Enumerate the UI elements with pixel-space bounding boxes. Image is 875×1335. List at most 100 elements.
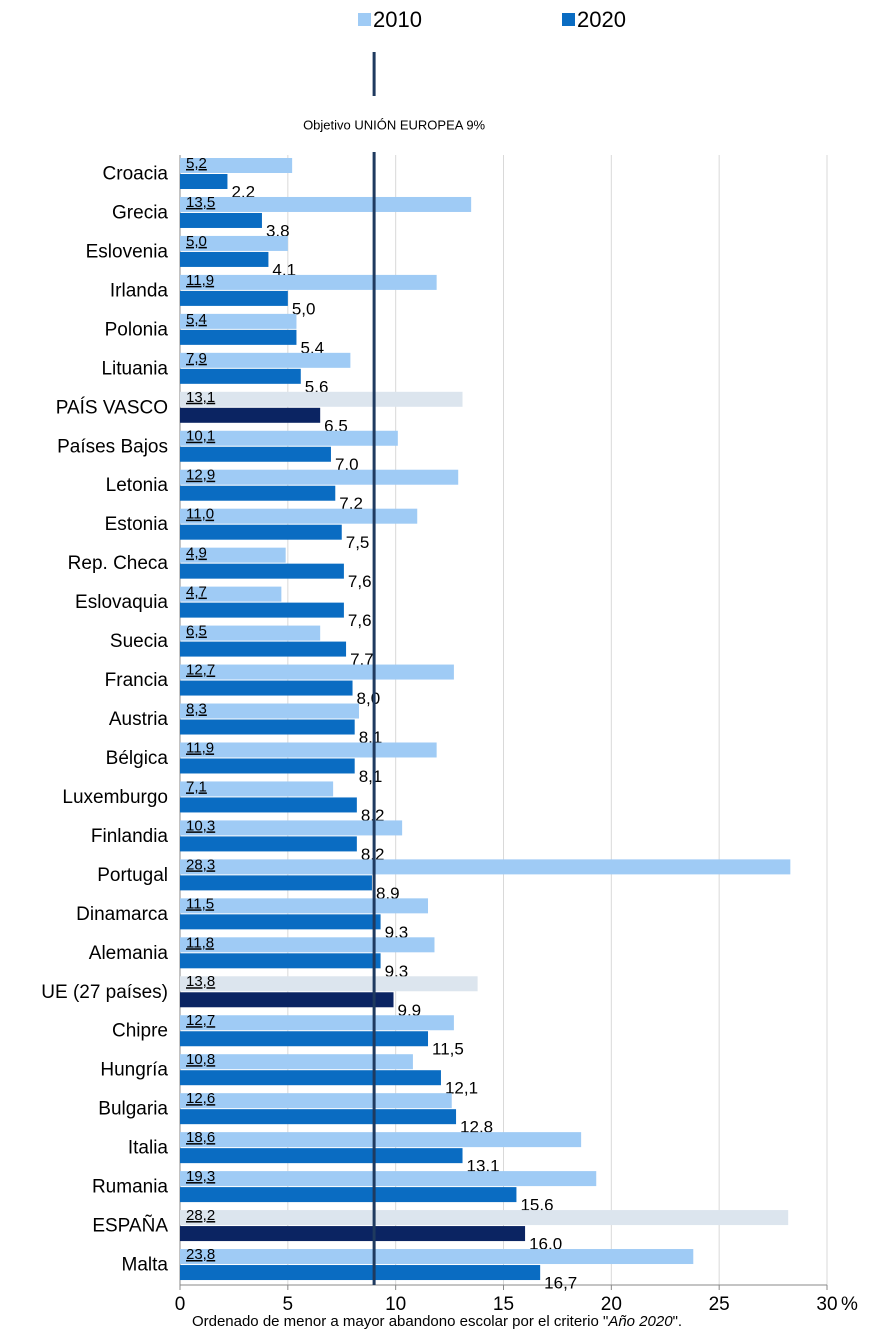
bar: [180, 352, 351, 368]
legend-label: 2010: [373, 7, 422, 32]
bar: [180, 368, 301, 384]
bar: [180, 586, 282, 602]
value-label: 5,0: [186, 233, 207, 250]
y-tick-label: Suecia: [110, 631, 169, 652]
value-label: 3,8: [266, 221, 290, 240]
value-label: 5,6: [305, 377, 329, 396]
bar: [180, 758, 355, 774]
bar: [180, 914, 381, 930]
value-label: 5,2: [186, 155, 207, 172]
footnote: Ordenado de menor a mayor abandono escol…: [192, 1313, 682, 1330]
bar: [180, 820, 403, 836]
value-label: 6,5: [324, 416, 348, 435]
value-label: 19,3: [186, 1168, 215, 1185]
x-tick-label: 10: [385, 1294, 406, 1315]
bar: [180, 1132, 582, 1148]
x-tick-label: 5: [283, 1294, 294, 1315]
bar: [180, 290, 288, 306]
bar: [180, 898, 429, 914]
bar: [180, 274, 437, 290]
y-tick-label: Finlandia: [91, 826, 169, 847]
bar: [180, 602, 344, 618]
y-tick-label: Italia: [128, 1138, 169, 1159]
value-label: 12,1: [445, 1079, 478, 1098]
y-tick-label: Malta: [122, 1255, 169, 1276]
value-label: 7,6: [348, 572, 372, 591]
value-label: 10,8: [186, 1051, 215, 1068]
bar: [180, 742, 437, 758]
value-label: 13,8: [186, 973, 215, 990]
y-tick-label: Austria: [109, 709, 169, 730]
value-label: 8,9: [376, 884, 400, 903]
bar: [180, 508, 418, 524]
value-label: 4,9: [186, 545, 207, 562]
value-label: 8,1: [359, 767, 383, 786]
y-tick-label: Portugal: [97, 865, 168, 886]
value-label: 4,7: [186, 584, 207, 601]
value-label: 8,3: [186, 700, 207, 717]
value-label: 6,5: [186, 623, 207, 640]
reference-label: Objetivo UNIÓN EUROPEA 9%: [303, 117, 485, 132]
value-label: 13,1: [186, 389, 215, 406]
value-label: 9,3: [385, 962, 409, 981]
y-tick-label: Chipre: [112, 1021, 168, 1042]
y-tick-label: Lituania: [101, 358, 168, 379]
bar: [180, 625, 321, 641]
value-label: 5,4: [186, 311, 207, 328]
value-label: 15,6: [520, 1196, 553, 1215]
value-label: 11,5: [432, 1040, 464, 1059]
value-label: 7,7: [350, 650, 374, 669]
bar: [180, 992, 394, 1008]
value-label: 11,9: [186, 272, 214, 289]
value-label: 5,0: [292, 299, 316, 318]
bar: [180, 1249, 694, 1265]
x-tick-label: 30: [816, 1294, 837, 1315]
bar: [180, 547, 286, 563]
footnote-part: Ordenado de menor a mayor abandono escol…: [192, 1313, 608, 1330]
bar: [180, 313, 297, 329]
bar: [180, 719, 355, 735]
value-label: 7,6: [348, 611, 372, 630]
value-label: 11,8: [186, 934, 214, 951]
x-tick-label: 15: [493, 1294, 514, 1315]
bar: [180, 1226, 526, 1242]
bar: [180, 680, 353, 696]
bar: [180, 859, 791, 875]
value-label: 8,1: [359, 728, 383, 747]
bar: [180, 1015, 454, 1031]
value-label: 28,2: [186, 1207, 215, 1224]
bar: [180, 251, 269, 267]
y-tick-label: Estonia: [105, 514, 169, 535]
value-label: 12,7: [186, 662, 215, 679]
bar: [180, 703, 360, 719]
bar: [180, 158, 293, 173]
value-label: 13,5: [186, 194, 215, 211]
x-tick-label: 0: [175, 1294, 186, 1315]
bar: [180, 953, 381, 969]
y-tick-label: Hungría: [100, 1060, 168, 1081]
value-label: 7,0: [335, 455, 359, 474]
bar: [180, 563, 344, 579]
bar: [180, 469, 459, 485]
value-label: 8,0: [357, 689, 381, 708]
value-label: 18,6: [186, 1129, 215, 1146]
y-tick-label: Letonia: [106, 475, 169, 496]
bar: [180, 446, 331, 462]
y-tick-label: Polonia: [105, 319, 169, 340]
y-tick-label: Alemania: [89, 943, 169, 964]
footnote-part: ".: [673, 1313, 683, 1330]
bar: [180, 524, 342, 540]
bar: [180, 1093, 452, 1109]
y-tick-label: Países Bajos: [57, 436, 168, 457]
y-tick-label: Francia: [105, 670, 169, 691]
y-tick-label: Rumania: [92, 1177, 168, 1198]
y-tick-label: Grecia: [112, 202, 168, 223]
value-label: 13,1: [467, 1157, 500, 1176]
bar: [180, 1054, 413, 1070]
bar: [180, 1148, 463, 1164]
value-label: 7,5: [346, 533, 370, 552]
value-label: 16,7: [544, 1274, 577, 1293]
bar: [180, 212, 262, 228]
x-unit: %: [841, 1294, 858, 1315]
